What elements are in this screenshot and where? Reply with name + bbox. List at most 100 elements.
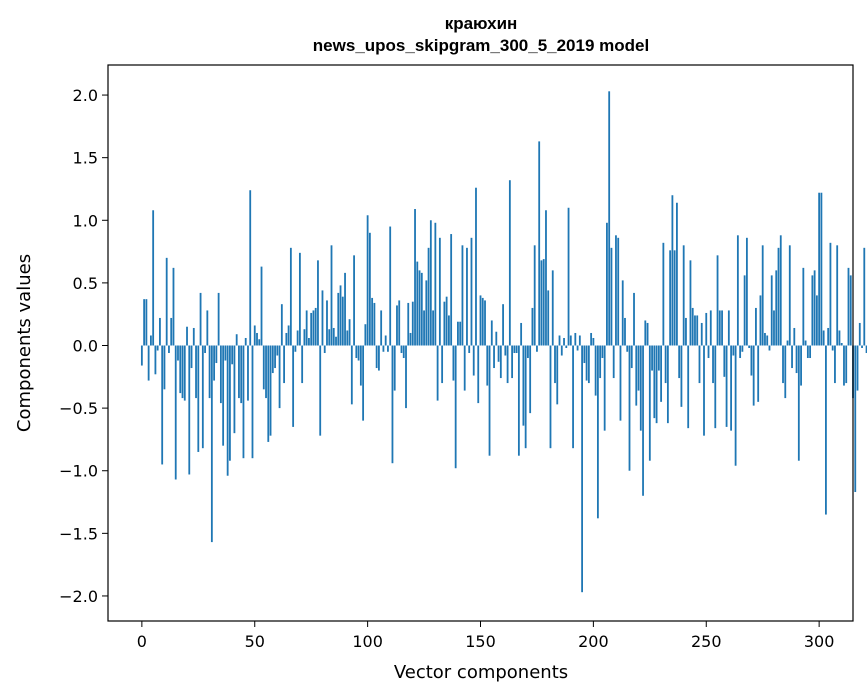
bar-293 — [802, 267, 805, 346]
bar-280 — [773, 310, 775, 346]
bar-32 — [213, 345, 216, 381]
y-tick-label: 1.0 — [73, 211, 98, 230]
bar-295 — [806, 345, 809, 359]
bar-218 — [633, 292, 635, 346]
bar-18 — [181, 345, 184, 399]
bar-305 — [829, 242, 832, 346]
bar-154 — [488, 345, 491, 456]
bar-149 — [477, 345, 480, 404]
bar-296 — [809, 345, 812, 359]
bar-9 — [161, 345, 164, 465]
bar-284 — [782, 345, 784, 384]
bar-27 — [201, 345, 204, 449]
bar-0 — [140, 345, 143, 366]
bar-319 — [861, 345, 863, 348]
bar-232 — [664, 345, 667, 384]
bar-133 — [441, 345, 444, 384]
bar-159 — [499, 345, 502, 379]
bar-70 — [298, 252, 301, 346]
bar-62 — [280, 304, 283, 346]
bar-2 — [145, 299, 148, 346]
bar-210 — [615, 235, 617, 346]
bar-148 — [475, 187, 477, 346]
bar-145 — [468, 345, 471, 354]
bar-78 — [317, 260, 319, 346]
bar-28 — [204, 345, 206, 354]
bar-38 — [226, 345, 229, 476]
bar-287 — [788, 245, 791, 346]
bar-195 — [581, 345, 583, 593]
bar-241 — [685, 317, 687, 346]
bar-155 — [490, 320, 493, 346]
bar-82 — [326, 300, 328, 346]
bar-168 — [520, 322, 523, 346]
bar-4 — [149, 335, 152, 346]
bar-184 — [556, 345, 559, 405]
bar-300 — [818, 192, 821, 346]
bar-36 — [222, 345, 225, 446]
bar-245 — [694, 315, 696, 346]
bar-221 — [639, 345, 642, 431]
x-tick-label: 150 — [465, 632, 496, 651]
bar-286 — [786, 340, 789, 346]
bar-30 — [208, 345, 211, 399]
bar-310 — [840, 343, 843, 346]
bar-256 — [718, 310, 721, 346]
bar-59 — [274, 345, 276, 369]
bar-132 — [438, 237, 441, 346]
bar-199 — [590, 332, 593, 346]
bar-10 — [163, 345, 166, 390]
bar-80 — [321, 290, 324, 346]
bar-290 — [795, 345, 798, 374]
bar-193 — [576, 345, 579, 351]
bar-212 — [619, 345, 622, 421]
bars-group — [140, 91, 867, 593]
bar-13 — [170, 317, 173, 346]
bar-157 — [495, 331, 498, 346]
bar-156 — [493, 345, 495, 369]
bar-240 — [682, 245, 685, 346]
bar-20 — [186, 326, 188, 346]
bar-174 — [533, 245, 536, 346]
bar-122 — [416, 261, 419, 346]
bar-66 — [289, 247, 292, 346]
plot-frame — [107, 64, 854, 622]
bar-189 — [567, 207, 570, 346]
bar-180 — [547, 290, 550, 346]
bar-72 — [303, 329, 306, 346]
bar-60 — [276, 345, 279, 356]
bar-202 — [596, 345, 599, 519]
bar-301 — [820, 192, 823, 346]
bar-175 — [536, 345, 538, 352]
bar-209 — [612, 345, 615, 379]
bar-144 — [466, 247, 468, 346]
bar-285 — [784, 345, 787, 399]
bar-117 — [405, 345, 407, 409]
bar-109 — [387, 345, 389, 352]
bar-31 — [210, 345, 213, 543]
bar-91 — [346, 330, 349, 346]
bar-185 — [558, 335, 561, 346]
bar-104 — [375, 345, 378, 369]
bar-73 — [305, 310, 308, 346]
bar-259 — [725, 345, 728, 427]
bar-79 — [319, 345, 322, 436]
bar-25 — [197, 345, 200, 452]
bar-234 — [669, 250, 672, 346]
bar-318 — [858, 322, 861, 346]
x-axis-ticks: 0 50 100 150 200 250 300 — [137, 621, 834, 651]
x-tick-label: 100 — [352, 632, 383, 651]
bar-37 — [224, 345, 227, 361]
bar-178 — [542, 259, 545, 346]
bar-204 — [601, 345, 604, 359]
bar-243 — [689, 260, 692, 346]
bar-58 — [271, 345, 274, 374]
bar-177 — [540, 260, 543, 346]
bar-216 — [628, 345, 631, 471]
bar-95 — [355, 345, 358, 359]
bar-50 — [253, 325, 256, 346]
bar-87 — [337, 292, 340, 346]
bar-297 — [811, 275, 814, 346]
bar-33 — [215, 345, 218, 364]
